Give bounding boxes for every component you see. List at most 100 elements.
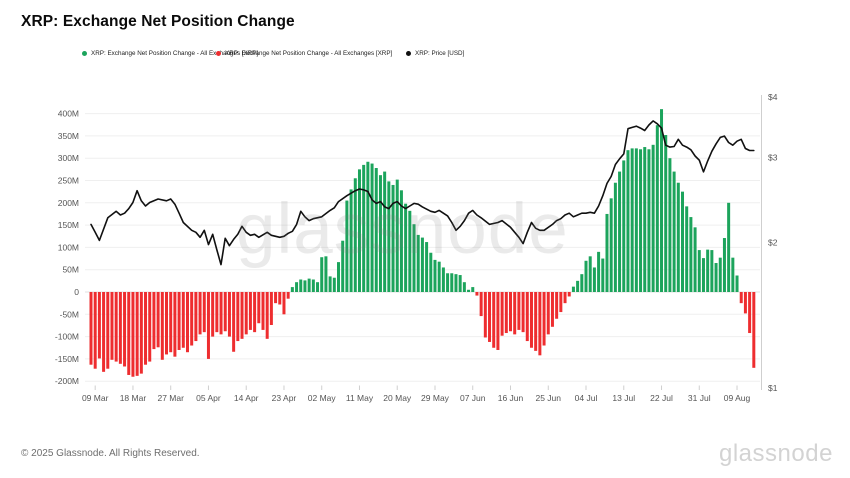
bar-2025-05-09[interactable] bbox=[349, 189, 353, 292]
bar-2025-07-18[interactable] bbox=[643, 147, 647, 292]
bar-2025-03-09[interactable] bbox=[93, 292, 97, 369]
bar-2025-03-11[interactable] bbox=[102, 292, 106, 372]
bar-2025-04-08[interactable] bbox=[219, 292, 223, 335]
bar-2025-08-11[interactable] bbox=[743, 292, 747, 314]
bar-2025-06-10[interactable] bbox=[483, 292, 487, 338]
bar-2025-03-14[interactable] bbox=[114, 292, 118, 362]
bar-2025-06-19[interactable] bbox=[521, 292, 525, 333]
bar-2025-04-04[interactable] bbox=[202, 292, 206, 333]
bar-2025-06-27[interactable] bbox=[555, 292, 559, 319]
bar-2025-05-24[interactable] bbox=[412, 224, 416, 292]
bar-2025-05-08[interactable] bbox=[345, 200, 349, 292]
bar-2025-05-15[interactable] bbox=[374, 168, 378, 292]
bar-2025-07-21[interactable] bbox=[655, 125, 659, 292]
bar-2025-04-22[interactable] bbox=[278, 292, 282, 305]
bar-2025-03-23[interactable] bbox=[152, 292, 156, 350]
bar-2025-05-02[interactable] bbox=[320, 257, 324, 292]
bar-2025-04-13[interactable] bbox=[240, 292, 244, 339]
bar-2025-07-08[interactable] bbox=[601, 258, 605, 292]
bar-2025-04-14[interactable] bbox=[244, 292, 248, 335]
bar-2025-07-05[interactable] bbox=[588, 256, 592, 292]
bar-2025-05-16[interactable] bbox=[378, 175, 382, 292]
bar-2025-04-01[interactable] bbox=[190, 292, 194, 346]
bar-2025-05-20[interactable] bbox=[395, 179, 399, 292]
bar-2025-06-02[interactable] bbox=[450, 273, 454, 292]
bar-2025-07-12[interactable] bbox=[618, 171, 622, 292]
bar-2025-06-09[interactable] bbox=[479, 292, 483, 317]
bar-2025-03-22[interactable] bbox=[148, 292, 152, 362]
bar-2025-06-25[interactable] bbox=[546, 292, 550, 335]
bar-2025-03-19[interactable] bbox=[135, 292, 139, 376]
bar-2025-04-24[interactable] bbox=[286, 292, 290, 299]
bar-2025-08-09[interactable] bbox=[735, 275, 739, 293]
chart-canvas[interactable]: 400M 350M 300M 250M 200M 150M 100M 50M 0 -50M -100… bbox=[0, 0, 850, 432]
bar-2025-06-30[interactable] bbox=[567, 292, 571, 297]
bar-2025-03-13[interactable] bbox=[110, 292, 114, 360]
bar-2025-03-20[interactable] bbox=[139, 292, 143, 374]
bar-2025-07-13[interactable] bbox=[622, 160, 626, 292]
bar-2025-03-29[interactable] bbox=[177, 292, 181, 350]
bar-2025-08-10[interactable] bbox=[739, 292, 743, 304]
bar-2025-08-12[interactable] bbox=[748, 292, 752, 334]
bar-2025-06-13[interactable] bbox=[496, 292, 500, 350]
bar-2025-04-07[interactable] bbox=[215, 292, 219, 333]
bar-2025-05-04[interactable] bbox=[328, 276, 332, 292]
bar-2025-07-30[interactable] bbox=[693, 227, 697, 292]
bar-2025-04-26[interactable] bbox=[295, 282, 299, 292]
bar-2025-07-10[interactable] bbox=[609, 198, 613, 292]
bar-2025-07-04[interactable] bbox=[584, 260, 588, 292]
bar-2025-03-30[interactable] bbox=[181, 292, 185, 348]
bar-2025-07-28[interactable] bbox=[685, 206, 689, 292]
bar-2025-07-26[interactable] bbox=[676, 182, 680, 292]
bar-2025-05-26[interactable] bbox=[420, 237, 424, 292]
bar-2025-06-11[interactable] bbox=[488, 292, 492, 342]
bar-2025-07-23[interactable] bbox=[664, 135, 668, 292]
bar-2025-07-25[interactable] bbox=[672, 171, 676, 292]
bar-2025-08-08[interactable] bbox=[731, 257, 735, 292]
bar-2025-08-13[interactable] bbox=[752, 292, 756, 368]
bar-2025-04-19[interactable] bbox=[265, 292, 269, 339]
bar-2025-06-04[interactable] bbox=[458, 275, 462, 292]
bar-2025-06-24[interactable] bbox=[542, 292, 546, 346]
bar-2025-04-10[interactable] bbox=[227, 292, 231, 337]
bar-2025-05-01[interactable] bbox=[316, 282, 320, 292]
bar-2025-06-28[interactable] bbox=[559, 292, 563, 313]
bar-2025-05-13[interactable] bbox=[366, 161, 370, 292]
bar-2025-05-31[interactable] bbox=[441, 267, 445, 292]
bar-2025-04-21[interactable] bbox=[274, 292, 278, 304]
bar-2025-05-11[interactable] bbox=[357, 169, 361, 292]
bar-2025-07-01[interactable] bbox=[571, 286, 575, 292]
bar-2025-03-16[interactable] bbox=[123, 292, 127, 367]
bar-2025-07-03[interactable] bbox=[580, 274, 584, 292]
bar-2025-07-29[interactable] bbox=[689, 217, 693, 292]
bar-2025-06-29[interactable] bbox=[563, 292, 567, 304]
bar-2025-07-14[interactable] bbox=[626, 150, 630, 292]
bar-2025-07-15[interactable] bbox=[630, 148, 634, 292]
bar-2025-06-08[interactable] bbox=[475, 292, 479, 296]
bar-2025-04-03[interactable] bbox=[198, 292, 202, 335]
bar-2025-05-21[interactable] bbox=[399, 190, 403, 292]
bar-2025-03-21[interactable] bbox=[144, 292, 148, 365]
bar-2025-03-26[interactable] bbox=[165, 292, 169, 355]
bar-2025-08-03[interactable] bbox=[710, 250, 714, 292]
bar-2025-04-06[interactable] bbox=[211, 292, 215, 337]
bar-2025-04-29[interactable] bbox=[307, 278, 311, 292]
bar-2025-08-07[interactable] bbox=[727, 202, 731, 292]
bar-2025-07-09[interactable] bbox=[605, 213, 609, 292]
bar-2025-03-15[interactable] bbox=[118, 292, 122, 364]
bar-2025-05-06[interactable] bbox=[337, 262, 340, 292]
legend-item-net-position-negative[interactable]: XRP: Exchange Net Position Change - All … bbox=[216, 50, 392, 57]
bar-2025-05-25[interactable] bbox=[416, 234, 420, 292]
bar-2025-04-17[interactable] bbox=[257, 292, 261, 324]
bar-2025-08-02[interactable] bbox=[706, 249, 710, 292]
legend-item-price[interactable]: XRP: Price [USD] bbox=[406, 50, 464, 57]
bar-2025-04-20[interactable] bbox=[269, 292, 273, 325]
bar-2025-05-17[interactable] bbox=[383, 171, 387, 292]
bar-2025-06-01[interactable] bbox=[446, 273, 450, 292]
bar-2025-06-23[interactable] bbox=[538, 292, 542, 356]
bar-2025-06-21[interactable] bbox=[529, 292, 533, 348]
bar-2025-07-31[interactable] bbox=[697, 250, 701, 292]
bar-2025-04-15[interactable] bbox=[248, 292, 252, 330]
bar-2025-03-17[interactable] bbox=[127, 292, 131, 375]
bar-2025-03-28[interactable] bbox=[173, 292, 177, 357]
